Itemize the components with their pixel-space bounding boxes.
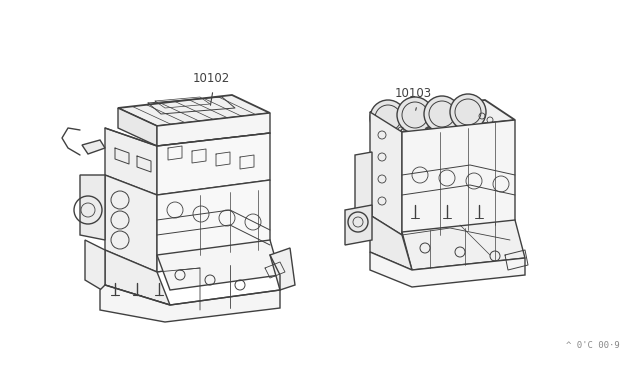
Circle shape xyxy=(424,96,460,132)
Polygon shape xyxy=(80,175,105,240)
Polygon shape xyxy=(100,285,280,322)
Polygon shape xyxy=(370,215,412,270)
Circle shape xyxy=(450,94,486,130)
Text: ^ 0'C 00·9: ^ 0'C 00·9 xyxy=(566,341,620,350)
Polygon shape xyxy=(157,180,270,272)
Polygon shape xyxy=(345,205,372,245)
Polygon shape xyxy=(370,100,515,132)
Polygon shape xyxy=(157,240,280,290)
Polygon shape xyxy=(355,152,372,215)
Polygon shape xyxy=(157,133,270,195)
Polygon shape xyxy=(105,175,157,272)
Polygon shape xyxy=(370,252,525,287)
Polygon shape xyxy=(105,250,170,305)
Polygon shape xyxy=(105,128,157,195)
Polygon shape xyxy=(82,140,105,154)
Polygon shape xyxy=(270,248,295,290)
Circle shape xyxy=(370,100,406,136)
Polygon shape xyxy=(157,113,270,146)
Polygon shape xyxy=(85,240,105,292)
Polygon shape xyxy=(370,112,402,235)
Text: 10103: 10103 xyxy=(395,87,432,100)
Polygon shape xyxy=(402,220,525,270)
Polygon shape xyxy=(118,95,270,126)
Circle shape xyxy=(397,97,433,133)
Text: 10102: 10102 xyxy=(193,72,230,85)
Polygon shape xyxy=(118,108,157,146)
Polygon shape xyxy=(402,120,515,235)
